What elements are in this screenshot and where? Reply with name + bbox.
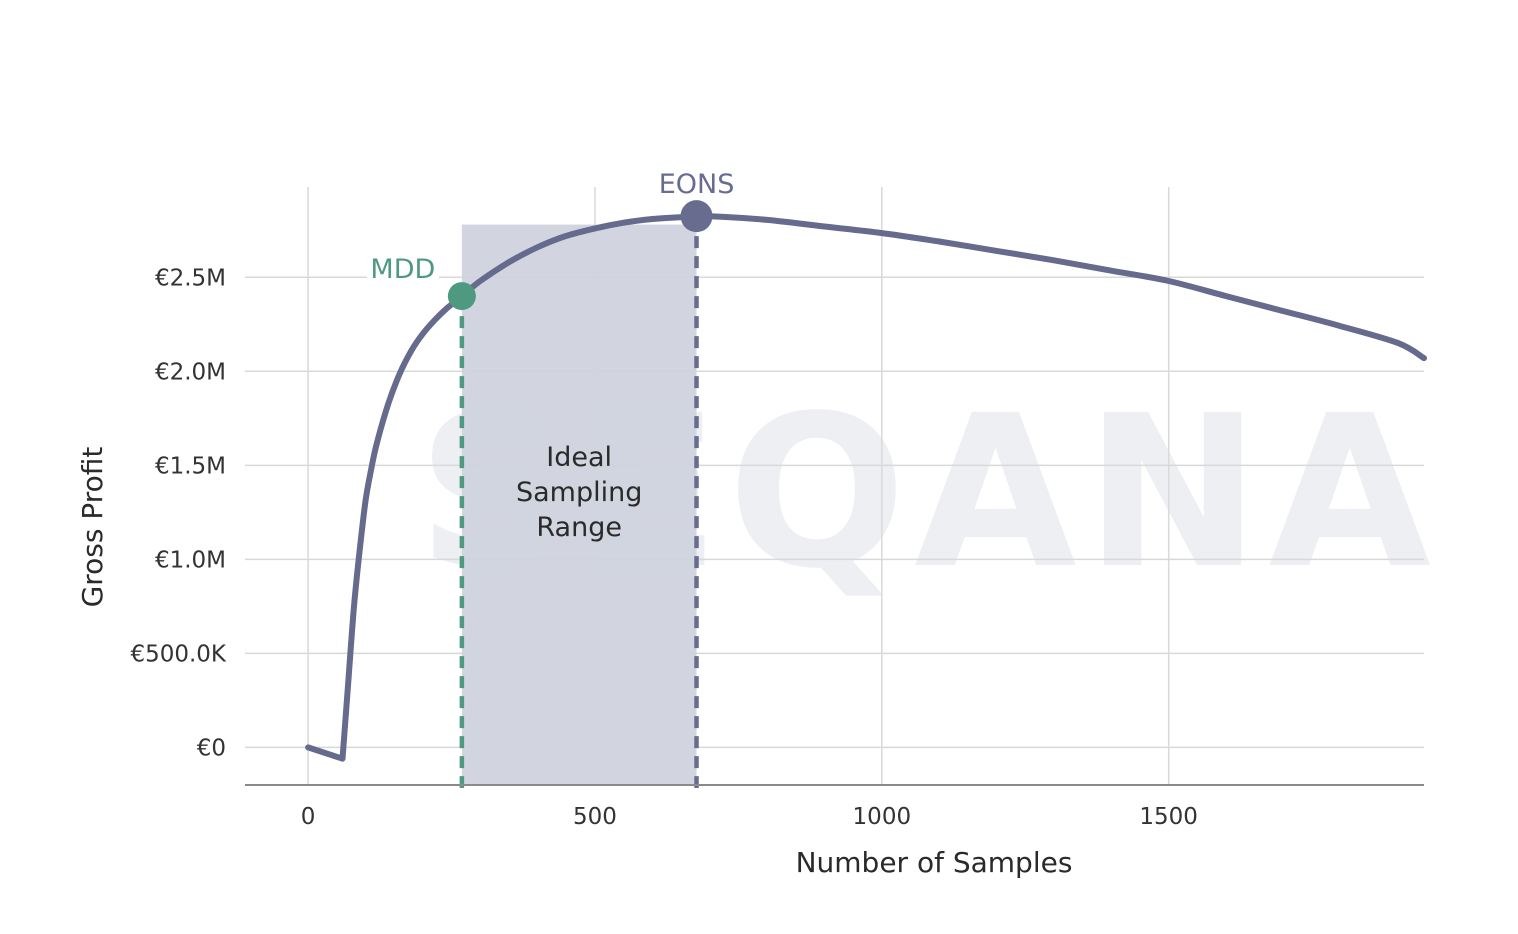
y-axis-title: Gross Profit [76,447,109,608]
annotation-label-bg [366,252,439,285]
y-tick-label: €1.0M [155,547,226,573]
gross-profit-line [305,213,1427,762]
y-tick-label: €1.5M [155,453,226,479]
annotation-markers: MDD EONS [366,167,737,311]
plot-background [245,187,1424,785]
annotation-label-mdd: MDD [370,254,435,285]
x-tick-label: 0 [301,804,316,830]
reference-lines [459,216,699,788]
y-tick-label: €2.5M [155,265,226,291]
y-tick-label: €500.0K [130,641,226,667]
annotation-label-eons: EONS [659,169,735,200]
x-tick-label: 1000 [853,804,912,830]
x-tick-label: 1500 [1139,804,1198,830]
range-label: Ideal Sampling Range [516,442,642,543]
ideal-sampling-range: Ideal Sampling Range [461,224,697,786]
axes: €0 €500.0K €1.0M €1.5M €2.0M €2.5M 0 500 1000 150… [130,265,1424,830]
marker-eons [680,200,713,233]
x-axis-title: Number of Samples [796,846,1073,879]
x-tick-label: 500 [573,804,617,830]
y-tick-label: €0 [197,735,226,761]
y-tick-label: €2.0M [155,359,226,385]
series-group [305,213,1427,762]
annotation-label-bg [656,167,737,200]
marker-mdd [447,282,476,311]
shaded-range-rect [461,224,697,786]
